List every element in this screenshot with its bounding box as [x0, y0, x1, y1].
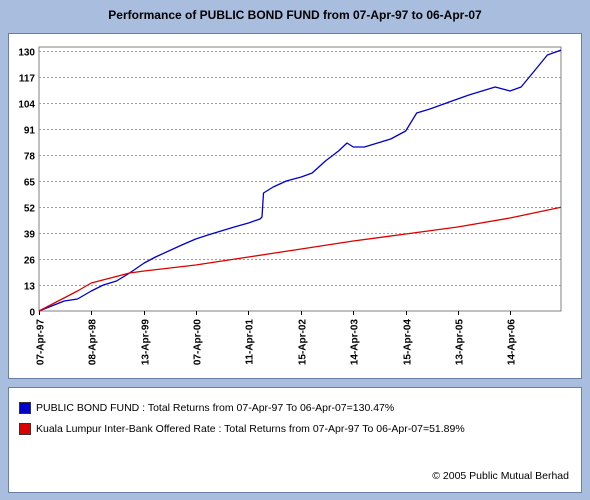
y-tick-label: 65: [24, 178, 36, 189]
x-tick-label: 07-Apr-97: [36, 319, 47, 366]
legend-panel: PUBLIC BOND FUND : Total Returns from 07…: [8, 387, 582, 493]
x-tick-label: 07-Apr-00: [193, 319, 204, 366]
x-tick-label: 08-Apr-98: [88, 319, 99, 366]
y-tick-label: 0: [29, 308, 35, 319]
y-tick-label: 13: [24, 282, 36, 293]
y-tick-label: 104: [18, 100, 35, 111]
x-tick-label: 15-Apr-02: [298, 319, 309, 366]
legend-item-fund: PUBLIC BOND FUND : Total Returns from 07…: [19, 401, 394, 415]
y-tick-label: 130: [18, 48, 35, 59]
plot-area: [38, 46, 562, 312]
line-chart: 0 13 26 39 52 65 78 91 104 117 130 07-Apr-97 08-Apr-…: [18, 46, 562, 366]
chart-panel: 0 13 26 39 52 65 78 91 104 117 130 07-Apr-97 08-Apr-…: [8, 33, 582, 379]
series-line-klibor: [38, 206, 562, 312]
x-tick-label: 11-Apr-01: [245, 319, 256, 365]
series-line-fund: [38, 49, 562, 312]
chart-title: Performance of PUBLIC BOND FUND from 07-…: [108, 8, 482, 22]
legend-item-klibor: Kuala Lumpur Inter-Bank Offered Rate : T…: [19, 422, 465, 436]
y-tick-label: 91: [24, 126, 36, 137]
y-tick-label: 117: [19, 74, 36, 85]
legend-swatch-fund: [19, 402, 31, 414]
y-tick-label: 39: [24, 230, 36, 241]
y-tick-label: 78: [24, 152, 36, 163]
y-tick-label: 26: [24, 256, 36, 267]
x-tick-label: 15-Apr-04: [403, 319, 414, 366]
copyright-text: © 2005 Public Mutual Berhad: [432, 470, 569, 482]
y-tick-label: 52: [24, 204, 36, 215]
x-tick-label: 13-Apr-99: [141, 319, 152, 366]
legend-swatch-klibor: [19, 423, 31, 435]
legend-label-klibor: Kuala Lumpur Inter-Bank Offered Rate : T…: [36, 423, 465, 435]
x-tick-label: 14-Apr-03: [350, 319, 361, 366]
legend-label-fund: PUBLIC BOND FUND : Total Returns from 07…: [36, 402, 395, 414]
x-tick-label: 13-Apr-05: [455, 319, 466, 366]
x-tick-label: 14-Apr-06: [507, 319, 518, 366]
